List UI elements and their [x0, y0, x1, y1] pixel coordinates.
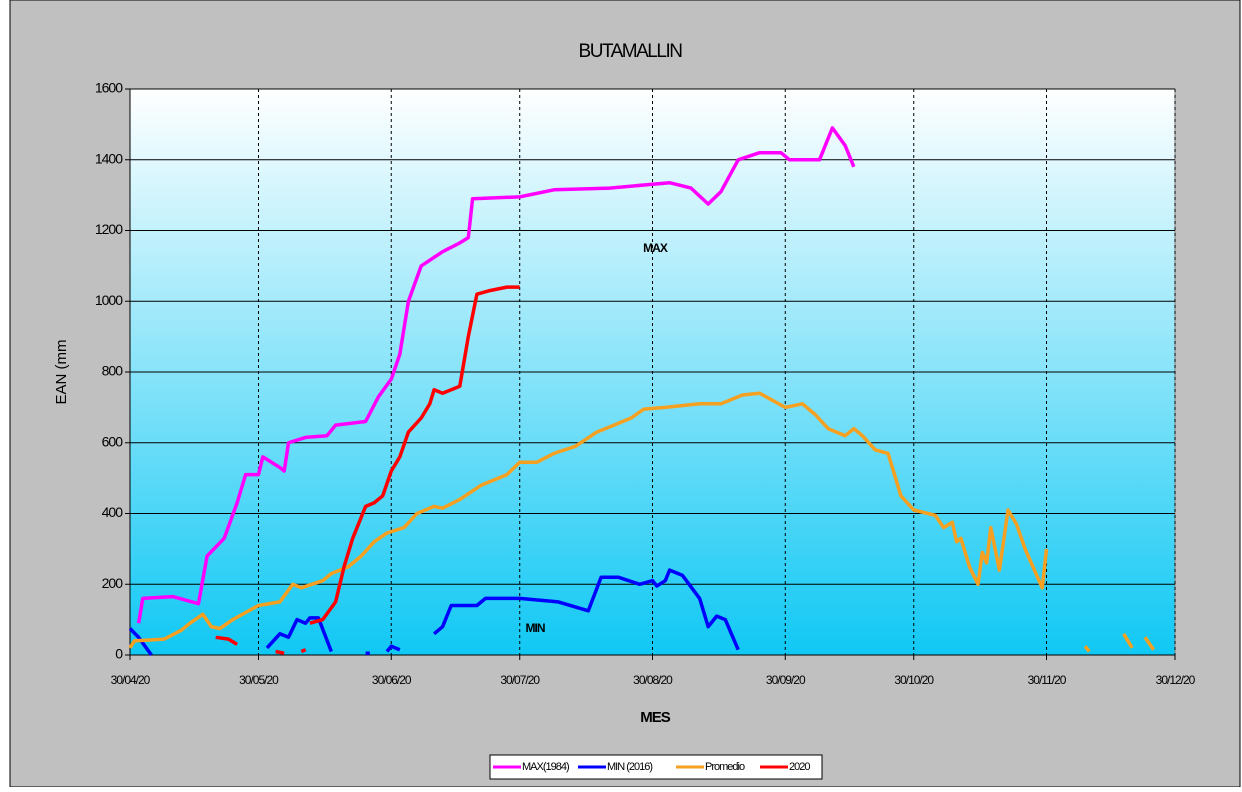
- x-tick-label: 30/06/20: [372, 673, 412, 687]
- x-tick-label: 30/07/20: [500, 673, 540, 687]
- series-line: [128, 391, 1156, 653]
- legend-label: 2020: [789, 761, 810, 773]
- x-tick-label: 30/12/20: [1156, 673, 1196, 687]
- y-tick-label: 200: [102, 575, 124, 591]
- x-tick-label: 30/09/20: [766, 673, 806, 687]
- series-line: [128, 568, 740, 657]
- x-tick-label: 30/10/20: [894, 673, 934, 687]
- series-line: [136, 126, 856, 624]
- x-tick-label: 30/04/20: [111, 673, 151, 687]
- x-tick-label: 30/11/20: [1028, 673, 1067, 687]
- y-tick-label: 1000: [95, 292, 123, 308]
- y-tick-label: 600: [102, 433, 124, 449]
- y-tick-label: 1400: [95, 150, 123, 166]
- y-tick-label: 0: [115, 646, 123, 662]
- x-tick-label: 30/05/20: [239, 673, 279, 687]
- legend-label: MIN (2016): [607, 761, 652, 773]
- chart-title: BUTAMALLIN: [579, 41, 683, 62]
- legend-label: MAX(1984): [522, 761, 569, 773]
- y-tick-label: 800: [102, 363, 124, 379]
- x-axis-label: MES: [640, 709, 671, 726]
- y-axis-label: EAN (mm: [53, 340, 70, 405]
- series-line: [215, 285, 520, 655]
- legend-label: Promedio: [705, 761, 745, 773]
- y-tick-label: 1600: [95, 80, 123, 96]
- annotation: MAX: [643, 241, 668, 255]
- y-tick-label: 400: [102, 504, 124, 520]
- y-tick-label: 1200: [95, 221, 123, 237]
- annotation: MIN: [526, 621, 545, 635]
- x-tick-label: 30/08/20: [633, 673, 673, 687]
